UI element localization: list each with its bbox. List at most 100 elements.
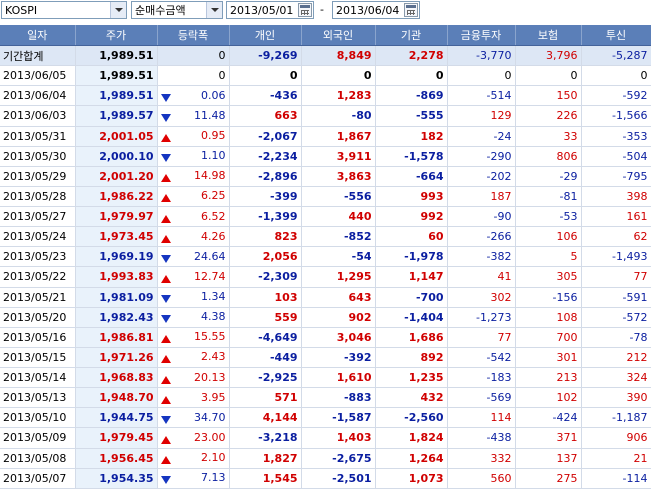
cell-price-value: 1,981.09	[99, 290, 154, 304]
cell-institution-value: -555	[415, 109, 444, 123]
table-row[interactable]: 2013/05/10 1,944.75 34.70 4,144 -1,587 -2,560…	[0, 407, 651, 429]
column-header-trust[interactable]: 투신	[581, 25, 651, 46]
table-row[interactable]: 2013/05/24 1,973.45 4.26 823 -852 60 -266 106 62	[0, 226, 651, 248]
cell-trust: 0	[581, 65, 651, 87]
cell-institution: -869	[375, 85, 448, 107]
cell-individual-value: 1,545	[262, 471, 298, 485]
cell-date-value: 2013/05/07	[3, 471, 67, 485]
cell-institution-value: 1,264	[408, 451, 444, 465]
table-row[interactable]: 2013/06/04 1,989.51 0.06 -436 1,283 -869 -514 1…	[0, 85, 651, 107]
chevron-down-icon[interactable]	[110, 2, 126, 18]
cell-date-value: 2013/05/23	[3, 250, 67, 264]
table-row[interactable]: 2013/05/16 1,986.81 15.55 -4,649 3,046 1,686 7…	[0, 327, 651, 348]
table-row[interactable]: 2013/05/20 1,982.43 4.38 559 902 -1,404 -1,273…	[0, 307, 651, 328]
table-row[interactable]: 2013/05/21 1,981.09 1.34 103 643 -700 302 -156 -…	[0, 287, 651, 308]
cell-trust: -572	[581, 307, 651, 328]
table-row[interactable]: 2013/05/30 2,000.10 1.10 -2,234 3,911 -1,578 -…	[0, 146, 651, 167]
calendar-icon[interactable]	[404, 3, 418, 17]
triangle-up-icon	[160, 133, 171, 143]
table-row[interactable]: 2013/05/27 1,979.97 6.52 -1,399 440 992 -90 -53…	[0, 206, 651, 228]
cell-institution: 432	[375, 387, 448, 409]
column-header-institution[interactable]: 기관	[375, 25, 448, 46]
table-row[interactable]: 2013/05/29 2,001.20 14.98 -2,896 3,863 -664 -2…	[0, 166, 651, 187]
triangle-down-icon	[160, 113, 171, 123]
cell-financial-investment-value: -90	[493, 210, 512, 224]
table-row[interactable]: 2013/05/08 1,956.45 2.10 1,827 -2,675 1,264 33…	[0, 448, 651, 469]
calendar-icon[interactable]	[298, 3, 312, 17]
cell-institution: -1,404	[375, 307, 448, 328]
cell-insurance-value: -81	[559, 189, 578, 203]
column-header-price[interactable]: 주가	[75, 25, 158, 46]
cell-change: 12.74	[157, 266, 230, 288]
cell-change: 23.00	[157, 427, 230, 449]
table-row[interactable]: 2013/05/23 1,969.19 24.64 2,056 -54 -1,978 -38…	[0, 246, 651, 268]
cell-individual-value: -1,399	[258, 210, 298, 224]
column-header-insurance[interactable]: 보험	[515, 25, 582, 46]
table-row[interactable]: 2013/05/22 1,993.83 12.74 -2,309 1,295 1,147 4…	[0, 266, 651, 288]
date-to-field[interactable]: 2013/06/04	[332, 1, 420, 19]
table-row[interactable]: 2013/05/09 1,979.45 23.00 -3,218 1,403 1,824 -…	[0, 427, 651, 449]
cell-trust: -591	[581, 287, 651, 308]
triangle-down-icon	[160, 294, 171, 304]
triangle-up-icon	[160, 354, 171, 364]
cell-trust-value: -78	[629, 330, 648, 344]
cell-individual: 823	[229, 226, 302, 248]
cell-insurance-value: -29	[559, 169, 578, 183]
column-header-foreign[interactable]: 외국인	[301, 25, 376, 46]
cell-individual: 1,545	[229, 468, 302, 489]
cell-individual-value: -449	[269, 350, 298, 364]
cell-change-value: 0	[218, 69, 226, 83]
triangle-down-icon	[160, 153, 171, 163]
cell-institution-value: 2,278	[408, 49, 444, 63]
market-select[interactable]: KOSPI	[1, 1, 127, 19]
cell-trust: 62	[581, 226, 651, 248]
column-header-financial-investment[interactable]: 금융투자	[447, 25, 516, 46]
cell-date-value: 2013/05/31	[3, 129, 67, 143]
cell-trust-value: 398	[626, 189, 648, 203]
cell-individual: -449	[229, 347, 302, 369]
table-row[interactable]: 2013/05/15 1,971.26 2.43 -449 -392 892 -542 301…	[0, 347, 651, 369]
cell-financial-investment-value: 77	[497, 330, 512, 344]
cell-trust: -353	[581, 126, 651, 147]
cell-individual: -436	[229, 85, 302, 107]
cell-date: 2013/05/20	[0, 307, 76, 328]
table-row[interactable]: 2013/05/07 1,954.35 7.13 1,545 -2,501 1,073 56…	[0, 468, 651, 489]
table-row[interactable]: 기간합계 1,989.51 0 -9,269 8,849 2,278 -3,770 3,796…	[0, 45, 651, 67]
table-row[interactable]: 2013/06/03 1,989.57 11.48 663 -80 -555 129 226 -…	[0, 105, 651, 127]
cell-insurance: 371	[515, 427, 582, 449]
column-header-change[interactable]: 등락폭	[157, 25, 230, 46]
cell-change-value: 0.95	[201, 129, 226, 143]
cell-foreign: 3,911	[301, 146, 376, 167]
cell-price-value: 1,982.43	[99, 310, 154, 324]
date-from-field[interactable]: 2013/05/01	[226, 1, 314, 19]
column-header-date[interactable]: 일자	[0, 25, 76, 46]
column-header-individual[interactable]: 개인	[229, 25, 302, 46]
cell-price: 1,989.57	[75, 105, 158, 127]
table-row[interactable]: 2013/06/05 1,989.51 0 0 0 0 0 0 0	[0, 65, 651, 87]
cell-foreign: 643	[301, 287, 376, 308]
table-row[interactable]: 2013/05/28 1,986.22 6.25 -399 -556 993 187 -81 3…	[0, 186, 651, 208]
cell-date-value: 2013/05/09	[3, 431, 67, 445]
table-row[interactable]: 2013/05/13 1,948.70 3.95 571 -883 432 -569 102 3…	[0, 387, 651, 409]
chevron-down-icon[interactable]	[206, 2, 222, 18]
cell-change-value: 6.52	[201, 209, 226, 223]
cell-foreign-value: 1,610	[336, 371, 372, 385]
cell-individual: -2,896	[229, 166, 302, 187]
cell-date-value: 2013/05/29	[3, 169, 67, 183]
triangle-down-icon	[160, 254, 171, 264]
cell-individual: 571	[229, 387, 302, 409]
cell-institution-value: -1,578	[404, 149, 444, 163]
cell-trust: -1,566	[581, 105, 651, 127]
table-row[interactable]: 2013/05/14 1,968.83 20.13 -2,925 1,610 1,235 -…	[0, 367, 651, 389]
cell-institution-value: 992	[420, 210, 444, 224]
cell-institution-value: 993	[420, 189, 444, 203]
cell-financial-investment-value: 129	[490, 109, 512, 123]
metric-select[interactable]: 순매수금액	[131, 1, 223, 19]
cell-institution-value: 1,686	[408, 330, 444, 344]
cell-change-value: 3.95	[201, 390, 226, 404]
cell-trust-value: -1,566	[612, 109, 648, 123]
cell-foreign-value: -2,675	[332, 451, 372, 465]
cell-change-value: 4.38	[201, 310, 226, 324]
cell-financial-investment-value: 560	[490, 471, 512, 485]
table-row[interactable]: 2013/05/31 2,001.05 0.95 -2,067 1,867 182 -24 3…	[0, 126, 651, 147]
